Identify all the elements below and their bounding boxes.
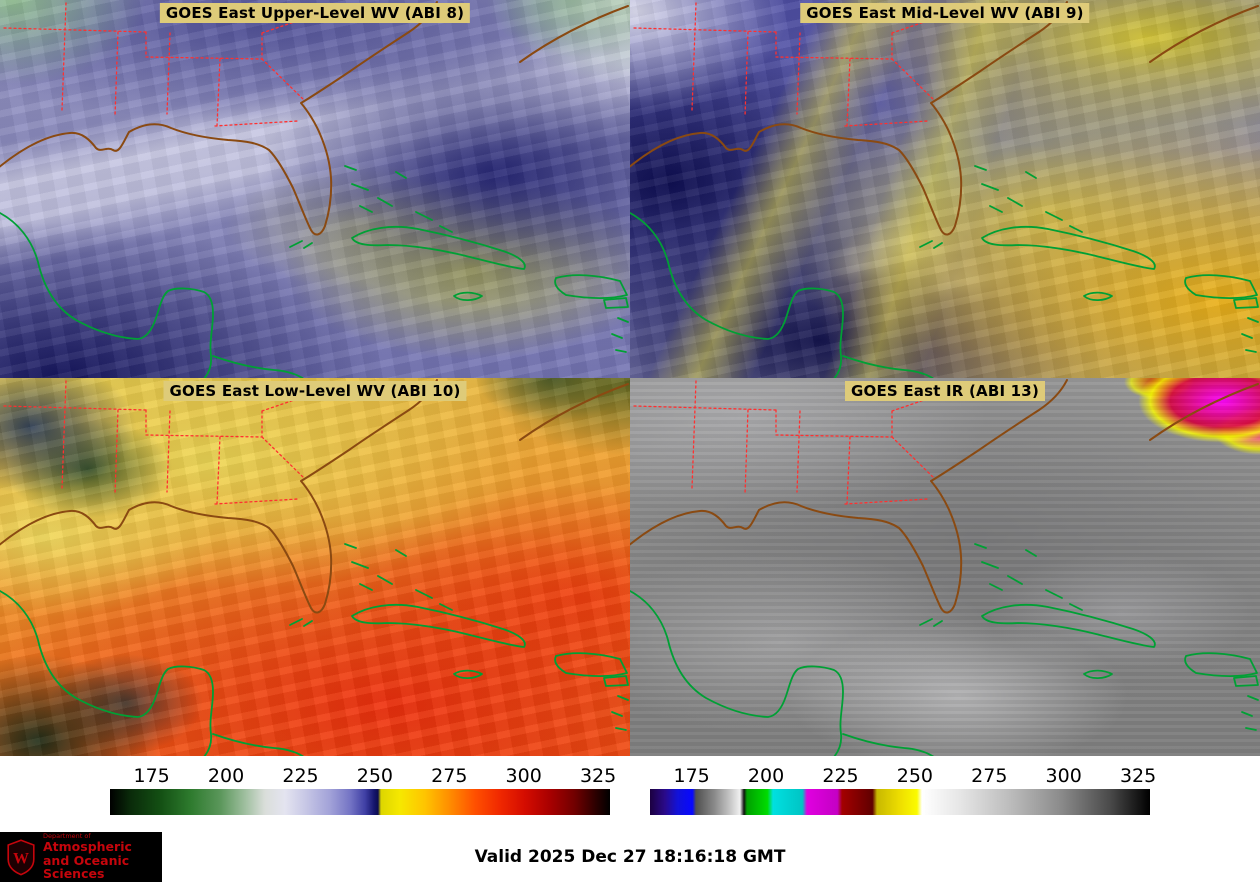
panel-low-level-wv: GOES East Low-Level WV (ABI 10) [0,378,630,756]
logo-text-block: Department of Atmospheric and Oceanic Sc… [43,833,162,881]
panel-title: GOES East IR (ABI 13) [844,381,1046,401]
panel-mid-level-wv: GOES East Mid-Level WV (ABI 9) [630,0,1260,378]
colorbar-tick-row: 175 200 225 250 275 300 325 [650,760,1157,787]
footer: W Department of Atmospheric and Oceanic … [0,832,1260,882]
colorbar-tick-label: 200 [747,765,785,787]
logo-dept-line: Department of [43,832,91,841]
water-vapor-colorbar: 175 200 225 250 275 300 325 [110,760,617,815]
logo-name-line-1: Atmospheric [43,839,132,855]
basemap-overlay [630,379,1259,756]
colorbar-tick-label: 225 [282,765,319,787]
colorbar-tick-label: 175 [673,765,710,787]
colorbar-tick-label: 175 [133,765,170,787]
panel-title: GOES East Mid-Level WV (ABI 9) [800,3,1090,23]
colorbar-tick-label: 325 [1119,765,1157,787]
aos-department-logo: W Department of Atmospheric and Oceanic … [0,832,162,882]
colorbar-tick-label: 250 [896,765,934,787]
colorbar-tick-label: 275 [431,765,468,787]
colorbar-tick-label: 225 [822,765,859,787]
colorbar-tick-label: 250 [356,765,394,787]
university-crest-icon: W [7,839,35,876]
panel-title: GOES East Upper-Level WV (ABI 8) [159,3,471,23]
panel-infrared: GOES East IR (ABI 13) [630,378,1260,756]
colorbar-tick-label: 300 [505,765,542,787]
panel-title: GOES East Low-Level WV (ABI 10) [163,381,467,401]
colorbar-gradient [650,789,1150,815]
colorbar-tick-row: 175 200 225 250 275 300 325 [110,760,617,787]
logo-name-line-2: and Oceanic Sciences [43,852,130,882]
valid-time-label: Valid 2025 Dec 27 18:16:18 GMT [474,847,786,867]
satellite-panel-grid: GOES East Upper-Level WV (ABI 8) GOES Ea… [0,0,1260,756]
colorbar-tick-label: 200 [207,765,245,787]
colorbar-tick-label: 275 [971,765,1008,787]
colorbar-tick-label: 325 [579,765,617,787]
basemap-overlay [0,379,629,756]
basemap-overlay [630,1,1259,378]
colorbar-legend: 175 200 225 250 275 300 325 175 200 225 250 275 300… [0,756,1260,832]
colorbar-gradient [110,789,610,815]
panel-upper-level-wv: GOES East Upper-Level WV (ABI 8) [0,0,630,378]
colorbar-tick-label: 300 [1045,765,1082,787]
basemap-overlay [0,1,629,378]
infrared-colorbar: 175 200 225 250 275 300 325 [650,760,1157,815]
crest-monogram: W [13,850,29,867]
